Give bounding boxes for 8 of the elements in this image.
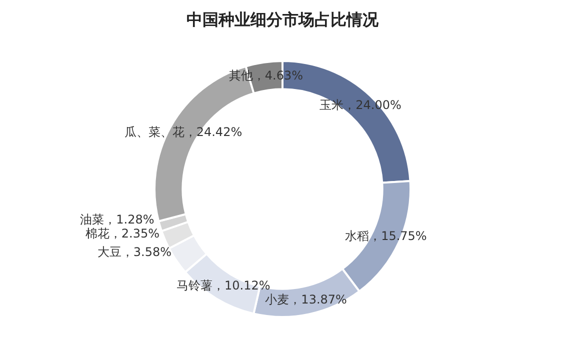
- slice-label: 小麦，13.87%: [265, 292, 347, 307]
- slice-label: 瓜、菜、花，24.42%: [124, 125, 242, 140]
- slice-label: 马铃薯，10.12%: [176, 278, 270, 293]
- slice-label: 水稻，15.75%: [345, 228, 427, 243]
- slice-label: 棉花，2.35%: [85, 226, 160, 240]
- slice-label: 大豆，3.58%: [97, 244, 172, 259]
- slice-label: 油菜，1.28%: [80, 212, 154, 226]
- chart-title: 中国种业细分市场占比情况: [186, 10, 380, 31]
